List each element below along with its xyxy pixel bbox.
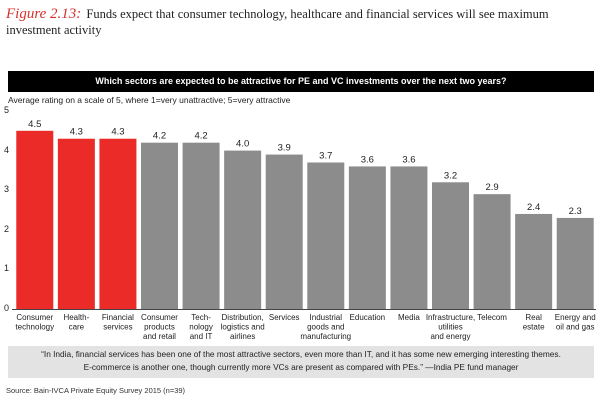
bar: [265, 154, 303, 309]
category-label: Media: [398, 313, 420, 322]
axis-note: Average rating on a scale of 5, where 1=…: [8, 95, 291, 105]
bar: [57, 138, 95, 309]
bar-value-label: 3.9: [278, 143, 291, 154]
y-tick-label: 5: [4, 105, 10, 115]
y-tick-label: 2: [4, 223, 10, 234]
bar-value-label: 2.3: [569, 206, 582, 217]
bar: [224, 150, 262, 309]
category-label: Telecom: [477, 313, 507, 322]
category-label: Consumer technology: [15, 313, 54, 332]
bar-value-label: 3.6: [402, 154, 415, 165]
category-label: Distribution, logistics and airlines: [221, 313, 265, 341]
category-label: Real estate: [523, 313, 545, 332]
bar: [16, 130, 54, 309]
bar: [182, 142, 220, 309]
category-label: Financial services: [102, 313, 134, 332]
bar-value-label: 2.9: [485, 182, 498, 193]
category-label: Education: [350, 313, 386, 322]
category-label: Infrastructure, utilities and energy: [426, 313, 475, 341]
bar-value-label: 3.7: [319, 150, 332, 161]
y-tick-label: 0: [4, 303, 10, 313]
figure-title: Figure 2.13: Funds expect that consumer …: [6, 6, 596, 38]
figure-label: Figure 2.13:: [6, 6, 82, 22]
chart-question-banner: Which sectors are expected to be attract…: [8, 71, 594, 92]
category-label: Industrial goods and manufacturing: [300, 313, 351, 341]
category-label: Health-care: [63, 313, 89, 332]
bar: [99, 138, 137, 309]
bar-value-label: 3.6: [361, 154, 374, 165]
bar: [390, 166, 428, 309]
bar: [556, 217, 594, 309]
bar: [307, 162, 345, 309]
bar: [432, 182, 469, 309]
bar-value-label: 4.2: [194, 131, 207, 142]
quote-line-1: “In India, financial services has been o…: [41, 349, 561, 359]
bar-value-label: 4.5: [28, 119, 41, 130]
quote-line-2: E-commerce is another one, though curren…: [83, 362, 519, 372]
quote-box: “In India, financial services has been o…: [8, 346, 594, 378]
bar-value-label: 2.4: [527, 202, 540, 213]
y-tick-label: 4: [4, 144, 10, 155]
bar: [141, 142, 178, 309]
bar-value-label: 3.2: [444, 170, 457, 181]
bar: [515, 213, 553, 309]
bar-value-label: 4.3: [111, 127, 124, 138]
y-tick-label: 3: [4, 184, 10, 195]
bar: [348, 166, 386, 309]
category-label: Tech-nology and IT: [189, 313, 213, 341]
category-label: Energy and oil and gas: [555, 313, 596, 332]
y-tick-label: 1: [4, 263, 10, 274]
figure-title-text: Funds expect that consumer technology, h…: [6, 7, 549, 37]
bar-value-label: 4.0: [236, 139, 249, 150]
bar: [473, 194, 511, 309]
category-label: Consumer products and retail: [141, 313, 178, 341]
category-label: Services: [269, 313, 300, 322]
bar-value-label: 4.2: [153, 131, 166, 142]
bar-value-label: 4.3: [70, 127, 83, 138]
source-note: Source: Bain-IVCA Private Equity Survey …: [6, 386, 186, 395]
